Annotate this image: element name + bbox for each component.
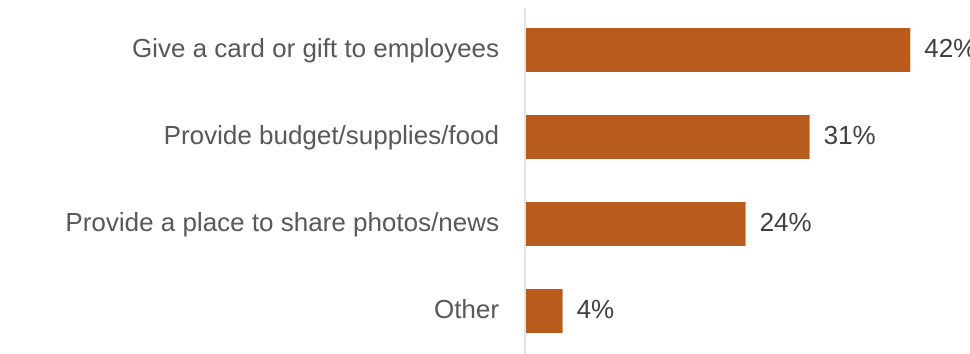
category-label-1: Provide budget/supplies/food [164,120,499,150]
category-label-3: Other [434,294,499,324]
category-labels-group: Give a card or gift to employees Provide … [65,33,499,324]
bars-group [526,28,911,333]
bar-3 [526,289,563,333]
category-label-0: Give a card or gift to employees [132,33,499,63]
value-label-2: 24% [760,207,812,237]
bar-1 [526,115,810,159]
value-label-0: 42% [924,33,970,63]
bar-0 [526,28,911,72]
value-label-3: 4% [577,294,615,324]
value-label-1: 31% [824,120,876,150]
bar-2 [526,202,746,246]
value-labels-group: 42% 31% 24% 4% [577,33,970,324]
category-label-2: Provide a place to share photos/news [65,207,499,237]
